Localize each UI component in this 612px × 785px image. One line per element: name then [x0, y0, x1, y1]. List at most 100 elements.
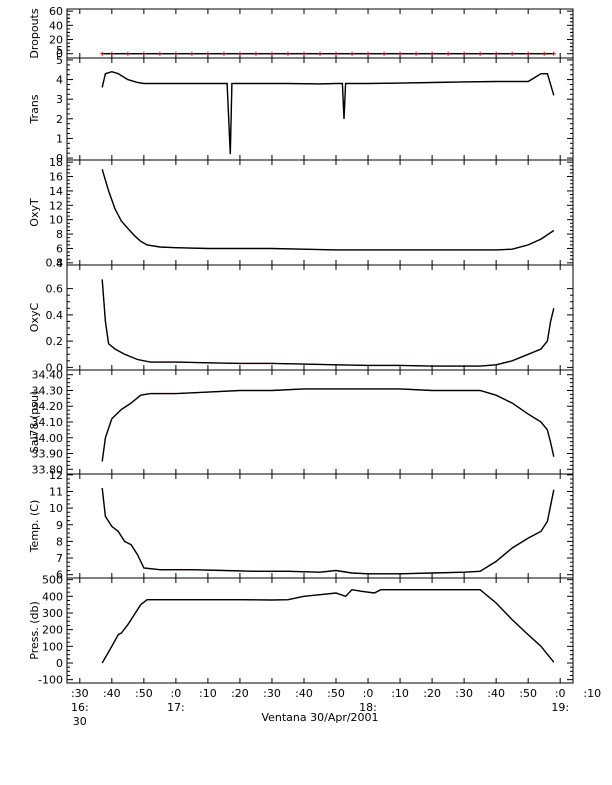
x-tick-label: :50 [135, 687, 153, 700]
data-point [318, 51, 322, 56]
y-tick-label: 200 [42, 624, 63, 637]
y-tick-label: 0.6 [46, 283, 64, 296]
y-tick-label: 34.10 [32, 416, 64, 429]
x-hour-label: 19: [551, 701, 569, 714]
y-tick-label: 16 [49, 171, 63, 184]
y-tick-label: 9 [56, 519, 63, 532]
y-tick-label: 12 [49, 199, 63, 212]
series-line [101, 488, 555, 575]
panel-frame [66, 369, 574, 475]
series-line [101, 588, 555, 664]
y-axis-label: Press. (db) [28, 601, 41, 660]
y-axis-label: OxyT [28, 198, 41, 227]
y-tick-label: 12 [49, 469, 63, 482]
y-tick-label: 60 [49, 5, 63, 18]
y-tick-label: 0.8 [46, 256, 64, 269]
y-tick-label: 8 [56, 535, 63, 548]
series-line [101, 388, 555, 462]
data-point [526, 51, 531, 56]
y-tick-label: 33.80 [32, 463, 64, 476]
data-point [462, 51, 467, 56]
data-point [350, 51, 355, 56]
y-tick-label: 14 [49, 185, 63, 198]
y-tick-label: 5 [56, 44, 63, 57]
x-tick-label: :30 [455, 687, 473, 700]
y-tick-label: 0 [56, 657, 63, 670]
panel-frame [66, 57, 574, 161]
x-sub-label: 30 [73, 715, 87, 728]
y-tick-label: 34.40 [32, 369, 64, 382]
y-tick-label: 300 [42, 607, 63, 620]
y-tick-label: 400 [42, 590, 63, 603]
data-point [382, 51, 387, 56]
data-point [510, 51, 515, 56]
series-line [101, 279, 555, 367]
panel-frame [66, 577, 574, 684]
y-axis-label: OxyC [28, 303, 41, 333]
y-tick-label: 1 [56, 132, 63, 145]
x-tick-label: :10 [583, 687, 601, 700]
y-tick-label: 0.2 [46, 335, 64, 348]
data-point [221, 51, 226, 56]
data-point [285, 51, 290, 56]
series-line [101, 169, 555, 251]
data-point [141, 51, 146, 56]
x-hour-label: 18: [359, 701, 377, 714]
data-point [398, 51, 403, 56]
series-line-red [101, 279, 555, 367]
data-point [414, 51, 419, 56]
y-tick-label: 0 [56, 152, 63, 165]
data-point [109, 51, 114, 56]
data-point [100, 51, 105, 56]
x-hour-label: 17: [167, 701, 185, 714]
x-tick-label: :40 [487, 687, 505, 700]
x-tick-label: :0 [555, 687, 566, 700]
y-tick-label: 0.0 [46, 361, 64, 374]
x-tick-label: :30 [263, 687, 281, 700]
data-point [173, 51, 178, 56]
y-tick-label: 18 [49, 156, 63, 169]
y-tick-label: 6 [56, 569, 63, 582]
series-line-red [101, 169, 555, 251]
data-point [157, 51, 162, 56]
y-tick-label: 10 [49, 214, 63, 227]
x-tick-label: :20 [423, 687, 441, 700]
y-tick-label: 4 [56, 257, 63, 270]
series-line-red [101, 488, 555, 575]
data-point [542, 51, 547, 56]
x-tick-label: :50 [519, 687, 537, 700]
y-tick-label: 33.90 [32, 448, 64, 461]
x-tick-label: :10 [199, 687, 217, 700]
x-axis-label: Ventana 30/Apr/2001 [261, 711, 378, 724]
y-tick-label: 500 [42, 574, 63, 587]
data-point [253, 51, 258, 56]
y-tick-label: 4 [56, 74, 63, 87]
data-point [551, 51, 556, 56]
data-point [237, 51, 242, 56]
x-tick-label: :0 [171, 687, 182, 700]
data-point [446, 51, 451, 56]
y-tick-label: 34.30 [32, 384, 64, 397]
data-point [478, 51, 483, 56]
data-point [125, 51, 130, 56]
data-point [334, 51, 339, 56]
y-tick-label: 34.00 [32, 432, 64, 445]
panel-frame [66, 8, 574, 59]
x-hour-label: 16: [71, 701, 89, 714]
series-line-red [101, 388, 555, 462]
y-tick-label: 8 [56, 228, 63, 241]
y-axis-label: Sal78 (psu) [28, 391, 41, 454]
y-tick-label: 5 [56, 54, 63, 67]
y-tick-label: 11 [49, 485, 63, 498]
x-tick-label: :0 [363, 687, 374, 700]
y-tick-label: 7 [56, 552, 63, 565]
y-tick-label: 0.4 [46, 309, 64, 322]
data-point [189, 51, 194, 56]
y-axis-label: Temp. (C) [28, 500, 41, 554]
series-line [101, 70, 555, 155]
x-tick-label: :40 [295, 687, 313, 700]
data-point [269, 51, 274, 56]
y-tick-label: 10 [49, 502, 63, 515]
series-line-red [101, 589, 555, 664]
y-tick-label: 40 [49, 19, 63, 32]
